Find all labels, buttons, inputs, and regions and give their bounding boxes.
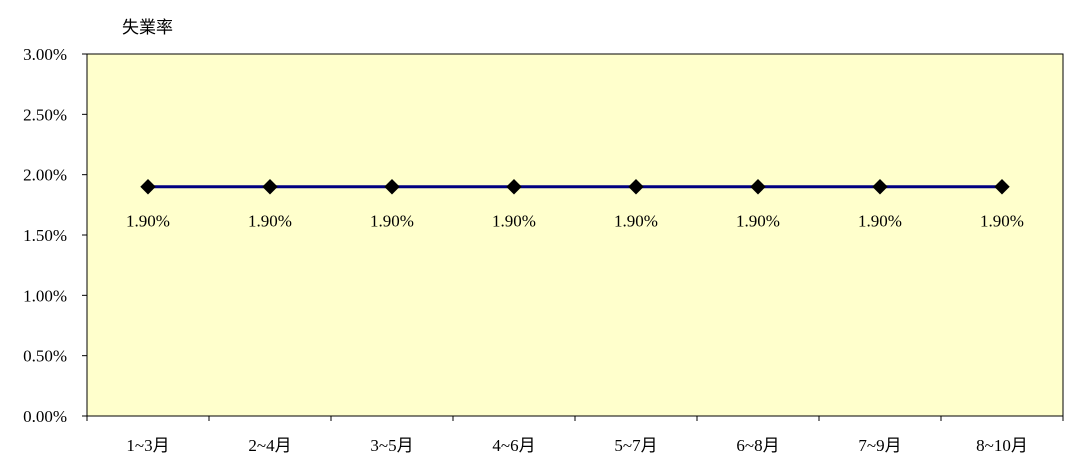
data-point-marker — [994, 179, 1010, 195]
y-tick-label: 1.50% — [23, 226, 67, 245]
y-tick-label: 2.00% — [23, 166, 67, 185]
data-point-marker — [262, 179, 278, 195]
data-point-marker — [506, 179, 522, 195]
x-tick-label: 8~10月 — [976, 436, 1028, 455]
y-tick-label: 2.50% — [23, 105, 67, 124]
data-label: 1.90% — [980, 212, 1024, 231]
x-tick-label: 1~3月 — [126, 436, 169, 455]
data-label: 1.90% — [370, 212, 414, 231]
x-tick-label: 4~6月 — [492, 436, 535, 455]
y-tick-label: 3.00% — [23, 45, 67, 64]
data-point-marker — [750, 179, 766, 195]
x-tick-label: 5~7月 — [614, 436, 657, 455]
x-tick-label: 7~9月 — [858, 436, 901, 455]
data-point-marker — [384, 179, 400, 195]
data-point-marker — [872, 179, 888, 195]
y-tick-label: 0.50% — [23, 347, 67, 366]
series-unemployment-rate — [140, 179, 1010, 195]
data-label: 1.90% — [858, 212, 902, 231]
x-tick-label: 2~4月 — [248, 436, 291, 455]
plot-area — [86, 53, 1064, 417]
data-label: 1.90% — [126, 212, 170, 231]
data-label: 1.90% — [492, 212, 536, 231]
x-axis: 1~3月 2~4月 3~5月 4~6月 5~7月 6~8月 7~9月 8~10月 — [86, 416, 1064, 455]
y-tick-label: 1.00% — [23, 286, 67, 305]
data-point-marker — [140, 179, 156, 195]
y-axis-title: 失業率 — [122, 18, 173, 38]
x-tick-label: 6~8月 — [736, 436, 779, 455]
data-label: 1.90% — [736, 212, 780, 231]
data-label: 1.90% — [614, 212, 658, 231]
data-labels: 1.90% 1.90% 1.90% 1.90% 1.90% 1.90% 1.90% 1.90% — [126, 212, 1024, 231]
y-axis: 0.00% 0.50% 1.00% 1.50% 2.00% 2.50% 3.00% — [23, 45, 87, 426]
data-label: 1.90% — [248, 212, 292, 231]
data-point-marker — [628, 179, 644, 195]
y-tick-label: 0.00% — [23, 407, 67, 426]
x-tick-label: 3~5月 — [370, 436, 413, 455]
